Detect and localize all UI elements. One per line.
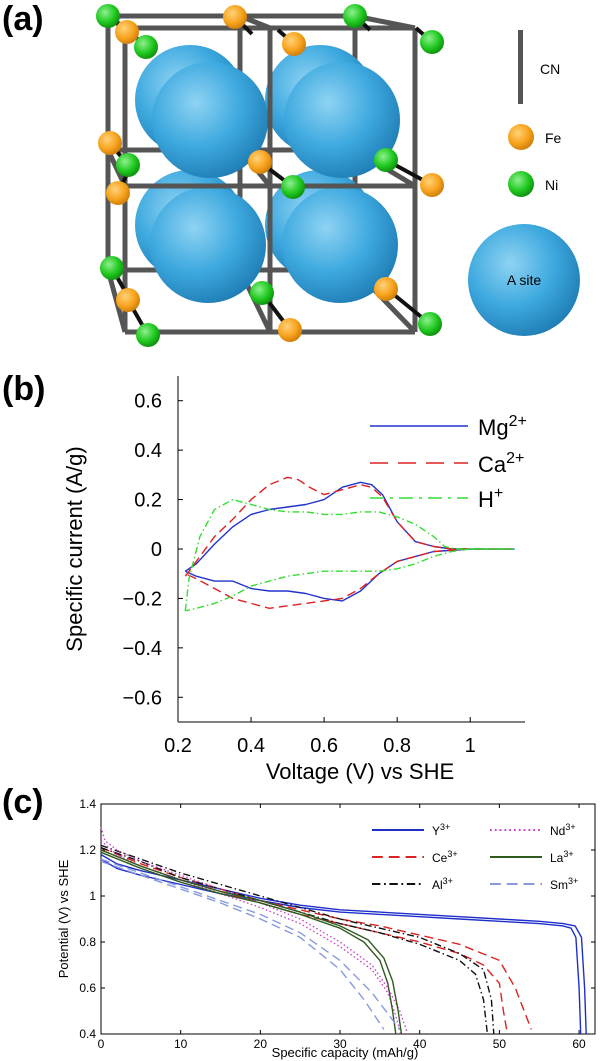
structure-legend: CN Fe Ni A site [468,30,580,336]
cv-y-tick-label: −0.4 [123,638,162,660]
dc-x-axis-label: Specific capacity (mAh/g) [272,1045,419,1060]
fe-atom [278,318,302,342]
legend-label-ni: Ni [545,177,558,193]
cv-x-tick-label: 0.4 [237,735,265,757]
cv-x-axis-label: Voltage (V) vs SHE [266,759,454,784]
ni-atom [374,148,398,172]
panel-label-a: (a) [2,0,44,38]
dc-series-line [100,849,403,1035]
a-site-sphere [150,187,266,303]
bond-rod-icon [518,30,523,104]
fe-atom-icon [508,124,534,150]
fe-ni-atoms [96,4,444,347]
dc-series-line [100,844,495,1035]
cv-y-axis-label: Specific current (A/g) [62,446,87,651]
a-site-sphere [152,62,268,178]
dc-series-line [100,826,409,1035]
a-site-sphere [284,62,400,178]
dc-series-line [100,858,401,1030]
dc-x-tick-label: 40 [413,1037,427,1051]
cv-legend: Mg2+Ca2+H+ [370,413,527,512]
cv-ticks: 0.2 0.4 0.6 0.8 1 0.6 0.4 0.2 0 −0.2 −0.4 −0.6 [123,391,476,757]
ni-atom [343,4,367,28]
ni-atom [250,281,274,305]
dc-series-line [100,847,489,1035]
fe-atom [106,181,130,205]
dc-plot-area [100,803,596,1035]
cv-y-tick-label: 0 [151,539,162,561]
fe-atom [98,131,122,155]
cv-y-tick-label: 0.2 [134,490,162,512]
cv-x-tick-label: 1 [465,735,476,757]
dc-y-axis-label: Potential (V) vs SHE [56,859,71,978]
dc-series-line [100,858,582,1035]
fe-atom [223,5,247,29]
fe-atom [282,32,306,56]
legend-label-fe: Fe [545,130,562,146]
cv-y-tick-label: −0.2 [123,588,162,610]
cv-legend-label: Ca2+ [478,450,524,477]
dc-series-line [100,860,385,1030]
cv-x-tick-label: 0.6 [310,735,338,757]
legend-label-cn: CN [540,61,560,77]
a-site-sphere-icon [468,224,580,336]
dc-x-tick-label: 60 [572,1037,586,1051]
cv-series-line [184,476,515,610]
cv-y-tick-label: −0.6 [123,687,162,709]
dc-y-tick-label: 1.2 [79,843,96,857]
ni-atom [281,175,305,199]
ni-atom-icon [508,171,534,197]
cv-series [184,476,515,612]
cv-series-line [184,498,515,612]
ni-atom [136,323,160,347]
ni-atom [134,35,158,59]
discharge-chart: 0 10 20 30 40 50 601.41.210.80.60.4 Y3+Ce3+Al3… [56,797,596,1060]
ni-atom [418,312,442,336]
dc-y-tick-label: 1.4 [79,797,96,811]
cv-x-tick-label: 0.2 [164,735,192,757]
panel-label-c: (c) [2,783,44,821]
dc-x-tick-label: 50 [493,1037,507,1051]
dc-series-line [100,853,587,1035]
dc-ticks: 0 10 20 30 40 50 60 1.4 1.2 1 0.8 0.6 0.4 [79,797,595,1051]
fe-atom [115,20,139,44]
legend-label-a-site: A site [507,272,541,288]
dc-series [100,826,587,1035]
ni-atom [116,153,140,177]
fe-atom [420,173,444,197]
a-site-sphere [282,187,398,303]
dc-series-line [100,851,397,1035]
cv-x-tick-label: 0.8 [383,735,411,757]
dc-y-tick-label: 0.8 [79,935,96,949]
dc-x-tick-label: 0 [98,1037,105,1051]
dc-series-line [100,847,532,1030]
crystal-structure-diagram: CN Fe Ni A site [96,4,580,347]
dc-y-tick-label: 0.6 [79,981,96,995]
dc-x-tick-label: 10 [174,1037,188,1051]
dc-y-tick-label: 0.4 [79,1027,96,1041]
dc-x-tick-label: 20 [254,1037,268,1051]
ni-atom [96,4,120,28]
fe-atom [116,288,140,312]
cv-chart: 0.2 0.4 0.6 0.8 1 0.6 0.4 0.2 0 −0.2 −0.4 −0.6 Mg2+… [62,376,527,784]
fe-atom [248,150,272,174]
ni-atom [100,256,124,280]
fe-atom [374,277,398,301]
cv-y-tick-label: 0.4 [134,440,162,462]
dc-y-tick-label: 1 [89,889,96,903]
cv-y-tick-label: 0.6 [134,391,162,413]
dc-x-tick-label: 30 [333,1037,347,1051]
ni-atom [420,30,444,54]
panel-label-b: (b) [2,370,46,408]
